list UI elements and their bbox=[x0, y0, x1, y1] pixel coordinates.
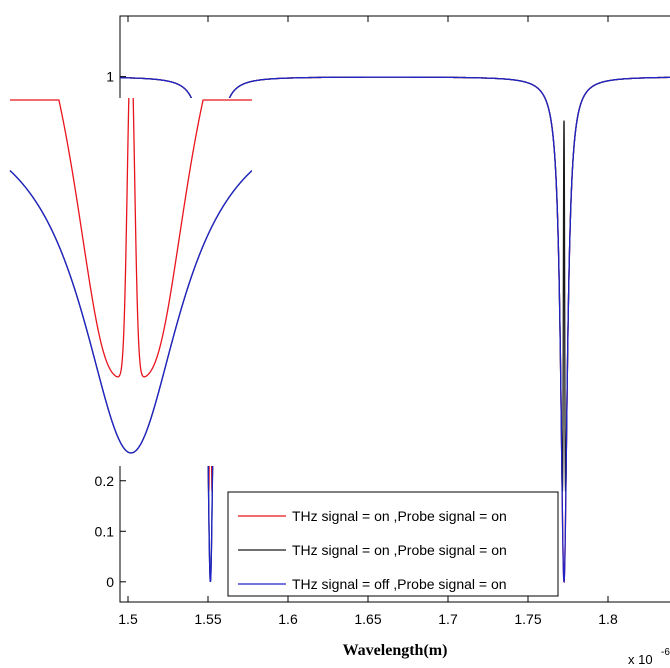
inset-panel bbox=[0, 98, 252, 466]
inset-background bbox=[0, 98, 252, 466]
x-axis-label: Wavelength(m) bbox=[343, 642, 448, 659]
x-tick-label: 1.6 bbox=[278, 611, 298, 627]
y-tick-label: 1 bbox=[106, 69, 114, 85]
legend: THz signal = on ,Probe signal = on THz si… bbox=[227, 491, 559, 597]
legend-label: THz signal = on ,Probe signal = on bbox=[292, 508, 507, 524]
y-tick-label: 0 bbox=[106, 574, 114, 590]
x-exponent: x 10 -6 bbox=[628, 647, 670, 667]
inset-series-line-3 bbox=[9, 170, 252, 454]
x-axis: 1.5 1.55 1.6 1.65 1.7 1.75 1.8 bbox=[118, 16, 618, 627]
x-tick-label: 1.5 bbox=[118, 611, 138, 627]
x-tick-label: 1.7 bbox=[438, 611, 458, 627]
x-tick-label: 1.65 bbox=[354, 611, 381, 627]
x-exponent-base: x 10 bbox=[628, 652, 653, 667]
x-tick-label: 1.55 bbox=[194, 611, 221, 627]
x-tick-label: 1.75 bbox=[514, 611, 541, 627]
x-exponent-power: -6 bbox=[661, 647, 670, 658]
x-tick-label: 1.8 bbox=[598, 611, 618, 627]
y-tick-label: 0.1 bbox=[95, 523, 115, 539]
legend-box bbox=[227, 491, 559, 597]
legend-label: THz signal = on ,Probe signal = on bbox=[292, 542, 507, 558]
legend-label: THz signal = off ,Probe signal = on bbox=[292, 576, 507, 592]
y-axis: 0 0.1 0.2 1 bbox=[95, 69, 126, 590]
inset-series-line-1 bbox=[10, 98, 252, 378]
y-tick-label: 0.2 bbox=[95, 473, 115, 489]
